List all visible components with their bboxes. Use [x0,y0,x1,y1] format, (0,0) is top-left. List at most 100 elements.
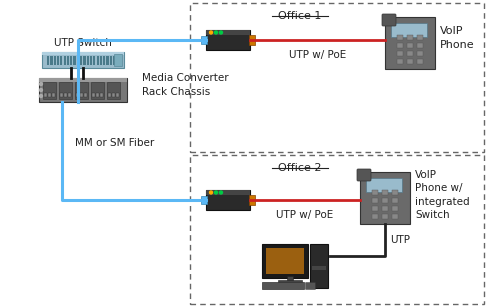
Bar [50,56,53,65]
Bar [103,56,105,65]
Bar [63,56,66,65]
Bar [83,56,86,65]
Bar [108,93,111,97]
Bar [417,59,423,63]
Circle shape [39,95,42,98]
Text: UTP: UTP [390,235,410,245]
Bar [372,189,378,194]
Bar [44,93,47,97]
Bar [407,34,413,39]
Bar [67,56,69,65]
Text: UTP w/ PoE: UTP w/ PoE [277,210,334,220]
Bar [372,213,378,218]
Circle shape [209,191,212,194]
Bar [47,56,49,65]
Bar [366,178,402,192]
Bar [201,196,207,204]
Bar [87,56,89,65]
Bar [407,59,413,63]
Bar [96,93,99,97]
FancyBboxPatch shape [360,172,410,224]
Bar [266,248,304,274]
Bar [70,56,72,65]
Bar [96,56,99,65]
Text: VoIP
Phone w/
integrated
Switch: VoIP Phone w/ integrated Switch [415,170,469,220]
Bar [80,56,82,65]
Text: Office 2: Office 2 [278,163,322,173]
Bar [116,93,119,97]
Bar [54,56,56,65]
Bar [392,189,398,194]
Text: VoIP
Phone: VoIP Phone [440,26,475,50]
Bar [249,35,255,45]
Bar [116,56,118,65]
FancyBboxPatch shape [382,14,396,26]
Bar [110,56,112,65]
Bar [417,51,423,55]
Bar [84,93,87,97]
FancyBboxPatch shape [357,169,371,181]
FancyBboxPatch shape [206,30,250,50]
Bar [287,276,293,281]
Bar [107,82,120,99]
Bar [75,82,88,99]
Circle shape [209,31,212,34]
Bar [57,56,59,65]
Bar [262,244,308,278]
Bar [74,56,75,65]
Bar [392,213,398,218]
Bar [90,56,92,65]
Text: MM or SM Fiber: MM or SM Fiber [75,138,154,148]
Bar [397,43,403,47]
Bar [382,205,388,210]
Text: Media Converter
Rack Chassis: Media Converter Rack Chassis [142,73,228,97]
Bar [262,282,304,289]
Circle shape [39,88,42,91]
Bar [372,197,378,202]
Bar [382,197,388,202]
Bar [206,30,250,35]
Bar [64,93,67,97]
FancyBboxPatch shape [385,17,435,69]
Bar [106,56,109,65]
Circle shape [220,31,223,34]
Bar [382,213,388,218]
Bar [397,51,403,55]
Bar [80,93,83,97]
Text: UTP w/ PoE: UTP w/ PoE [289,50,347,60]
Bar [39,78,127,82]
Bar [278,280,302,283]
Bar [391,23,427,37]
Bar [397,34,403,39]
Bar [100,93,103,97]
Bar [92,93,95,97]
Bar [48,93,51,97]
Bar [310,244,328,288]
Bar [60,56,62,65]
Circle shape [214,31,218,34]
Bar [114,54,122,66]
Bar [113,56,115,65]
Bar [112,93,115,97]
Bar [190,3,484,152]
Bar [59,82,72,99]
Bar [52,93,55,97]
Bar [407,43,413,47]
Bar [43,82,56,99]
Bar [417,34,423,39]
Circle shape [214,191,218,194]
Bar [312,266,326,270]
FancyBboxPatch shape [206,190,250,210]
Bar [417,43,423,47]
Bar [382,189,388,194]
Bar [201,36,207,44]
Bar [372,205,378,210]
Circle shape [220,191,223,194]
Bar [397,59,403,63]
Bar [190,155,484,304]
Circle shape [39,83,42,86]
Bar [249,195,255,205]
Bar [42,52,124,55]
FancyBboxPatch shape [42,52,124,68]
Bar [91,82,104,99]
